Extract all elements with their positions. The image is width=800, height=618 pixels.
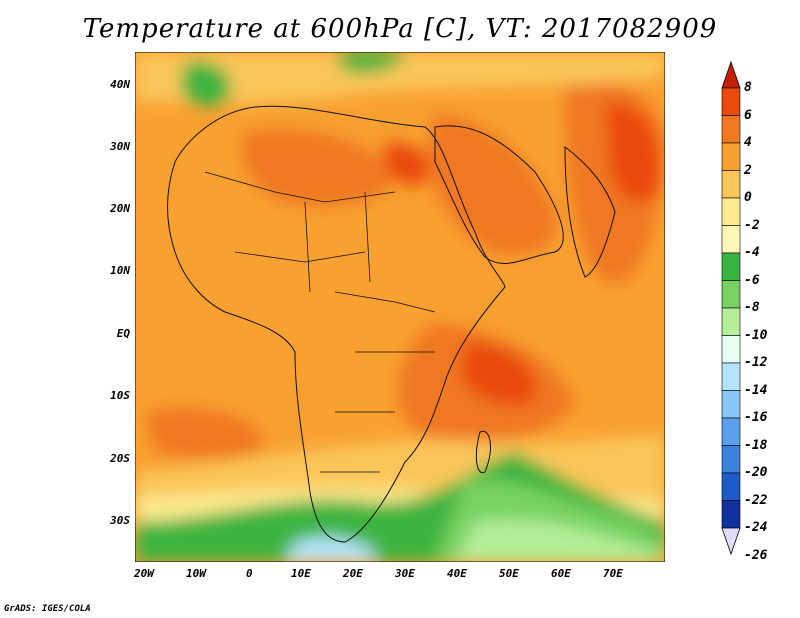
temperature-map	[135, 52, 665, 562]
field-minus6-to-minus4-europe	[180, 61, 231, 106]
colorbar	[721, 60, 741, 556]
colorbar-swatch	[721, 307, 741, 336]
lon-label-0: 0	[246, 567, 253, 580]
lon-label-60e: 60E	[551, 567, 571, 580]
field-6-to-8-east-africa	[460, 342, 537, 406]
colorbar-swatch	[721, 335, 741, 364]
map-title: Temperature at 600hPa [C], VT: 201708290…	[82, 14, 718, 44]
colorbar-label: -18	[744, 437, 768, 453]
colorbar-label: 4	[744, 135, 752, 150]
colorbar-bottom-arrow	[721, 527, 741, 556]
lon-label-10e: 10E	[291, 567, 311, 580]
colorbar-swatch	[721, 170, 741, 199]
lat-label-eq: EQ	[116, 327, 130, 340]
colorbar-swatch	[721, 445, 741, 474]
madagascar-coastline	[475, 430, 491, 474]
colorbar-swatch	[721, 252, 741, 281]
field-minus10-to-minus8-south	[455, 519, 665, 562]
africa-coastline	[167, 105, 506, 543]
field-6-to-8-egypt	[384, 142, 429, 186]
colorbar-label: -2	[744, 217, 760, 233]
field-6-to-8-india	[605, 102, 662, 203]
colorbar-swatch	[721, 417, 741, 446]
colorbar-label: 0	[744, 190, 752, 205]
colorbar-swatch	[721, 115, 741, 144]
lon-label-20w: 20W	[134, 567, 154, 580]
colorbar-label: -4	[744, 245, 760, 260]
field-minus6-to-minus4-balkans	[335, 52, 405, 74]
colorbar-swatch	[721, 142, 741, 171]
lat-label-30s: 30S	[110, 514, 130, 527]
colorbar-swatch	[721, 500, 741, 529]
colorbar-label: 2	[744, 162, 752, 178]
colorbar-label: -10	[744, 327, 768, 343]
colorbar-label: -24	[744, 520, 768, 535]
lon-label-40e: 40E	[447, 567, 467, 580]
lat-label-10n: 10N	[110, 264, 130, 277]
colorbar-swatch	[721, 197, 741, 226]
lat-label-40n: 40N	[110, 78, 130, 91]
colorbar-label: -20	[744, 465, 768, 480]
colorbar-label: -14	[744, 382, 768, 398]
colorbar-swatch	[721, 362, 741, 391]
field-4-to-6-arabia	[425, 112, 557, 255]
lat-label-30n: 30N	[110, 140, 130, 153]
lon-label-20e: 20E	[343, 567, 363, 580]
lon-label-30e: 30E	[395, 567, 415, 580]
colorbar-label: -8	[744, 300, 760, 315]
colorbar-label: -12	[744, 355, 768, 370]
lon-label-70e: 70E	[603, 567, 623, 580]
colorbar-label: -22	[744, 492, 768, 508]
colorbar-label: -6	[744, 272, 760, 288]
colorbar-swatch	[721, 472, 741, 501]
lon-label-10w: 10W	[186, 567, 206, 580]
field-4-to-6-sahara	[242, 129, 395, 206]
field-0-to-2-north	[135, 52, 665, 104]
colorbar-swatch	[721, 225, 741, 254]
colorbar-swatch	[721, 390, 741, 419]
colorbar-swatch	[721, 280, 741, 309]
lat-label-10s: 10S	[110, 389, 130, 402]
colorbar-label: -26	[744, 547, 768, 563]
field-minus14-to-minus12-south	[285, 536, 375, 562]
lat-label-20s: 20S	[110, 452, 130, 465]
lat-label-20n: 20N	[110, 202, 130, 215]
colorbar-swatch	[721, 87, 741, 116]
india-coastline	[564, 145, 616, 278]
field-4-to-6-atlantic	[145, 408, 265, 459]
lon-label-50e: 50E	[499, 567, 519, 580]
country-borders	[204, 171, 436, 473]
grads-credit: GrADS: IGES/COLA	[4, 604, 91, 614]
colorbar-label: -16	[744, 410, 768, 425]
colorbar-label: 8	[744, 80, 752, 95]
colorbar-label: 6	[744, 107, 752, 123]
arabia-coastline	[434, 125, 564, 264]
colorbar-top-arrow	[721, 60, 741, 89]
